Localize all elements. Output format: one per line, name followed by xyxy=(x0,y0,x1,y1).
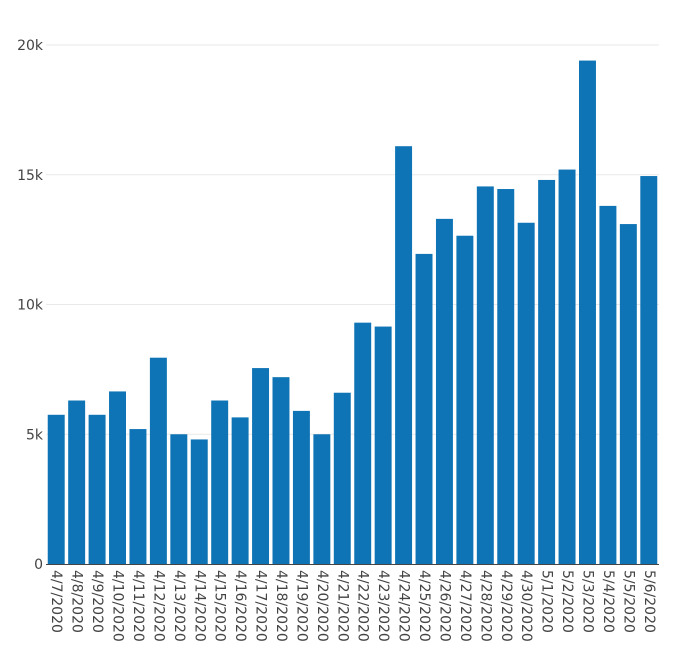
y-tick-label: 10k xyxy=(17,298,44,314)
grid-lines xyxy=(46,44,659,435)
x-tick-label: 4/15/2020 xyxy=(212,570,228,642)
x-tick-label: 5/3/2020 xyxy=(579,570,595,633)
x-tick-label: 4/9/2020 xyxy=(89,570,105,633)
x-tick-label: 4/27/2020 xyxy=(457,570,473,642)
x-tick-label: 4/12/2020 xyxy=(150,570,166,642)
x-tick-label: 4/8/2020 xyxy=(69,570,85,633)
y-tick-labels: 0 5k 10k 15k 20k xyxy=(17,38,44,573)
x-tick-label: 4/13/2020 xyxy=(171,570,187,642)
x-tick-labels: 4/7/2020 4/8/2020 4/9/2020 4/10/2020 4/11/20… xyxy=(48,570,657,642)
bar-4-15-2020[interactable] xyxy=(211,400,229,564)
bar-5-2-2020[interactable] xyxy=(558,169,576,564)
bar-4-28-2020[interactable] xyxy=(476,186,494,564)
x-tick-label: 5/6/2020 xyxy=(641,570,657,633)
x-tick-label: 5/4/2020 xyxy=(600,570,616,633)
x-tick-label: 4/20/2020 xyxy=(314,570,330,642)
bar-4-13-2020[interactable] xyxy=(170,434,188,564)
bar-4-9-2020[interactable] xyxy=(88,414,106,564)
x-tick-label: 4/22/2020 xyxy=(355,570,371,642)
x-tick-label: 4/17/2020 xyxy=(253,570,269,642)
x-tick-label: 4/26/2020 xyxy=(436,570,452,642)
bar-4-17-2020[interactable] xyxy=(252,368,270,564)
y-tick-label: 20k xyxy=(17,38,44,54)
bar-4-26-2020[interactable] xyxy=(435,218,453,564)
bar-4-21-2020[interactable] xyxy=(333,392,351,564)
x-tick-label: 4/23/2020 xyxy=(375,570,391,642)
bar-4-20-2020[interactable] xyxy=(313,434,331,564)
x-tick-label: 4/18/2020 xyxy=(273,570,289,642)
bar-4-18-2020[interactable] xyxy=(272,377,290,564)
bar-4-25-2020[interactable] xyxy=(415,253,433,564)
bar-4-23-2020[interactable] xyxy=(374,326,392,564)
bar-4-22-2020[interactable] xyxy=(354,322,372,564)
bar-4-10-2020[interactable] xyxy=(109,391,126,564)
bar-5-1-2020[interactable] xyxy=(538,179,556,564)
bar-4-19-2020[interactable] xyxy=(292,410,310,564)
bar-4-8-2020[interactable] xyxy=(68,400,86,564)
x-tick-label: 4/10/2020 xyxy=(110,570,126,642)
x-tick-label: 5/5/2020 xyxy=(620,570,636,633)
x-tick-label: 4/16/2020 xyxy=(232,570,248,642)
x-tick-label: 4/25/2020 xyxy=(416,570,432,642)
x-tick-label: 4/24/2020 xyxy=(396,570,412,642)
y-tick-label: 5k xyxy=(26,427,44,443)
x-tick-label: 4/14/2020 xyxy=(191,570,207,642)
x-tick-label: 5/2/2020 xyxy=(559,570,575,633)
bar-5-5-2020[interactable] xyxy=(619,224,637,564)
x-tick-label: 4/28/2020 xyxy=(477,570,493,642)
x-tick-label: 4/11/2020 xyxy=(130,570,146,642)
x-tick-label: 4/21/2020 xyxy=(334,570,350,642)
bars xyxy=(47,60,658,565)
x-tick-label: 4/29/2020 xyxy=(498,570,514,642)
x-tick-label: 4/30/2020 xyxy=(518,570,534,642)
bar-4-27-2020[interactable] xyxy=(456,235,474,565)
y-tick-label: 15k xyxy=(17,168,44,184)
bar-4-30-2020[interactable] xyxy=(517,222,535,564)
y-tick-label: 0 xyxy=(34,557,43,573)
bar-4-29-2020[interactable] xyxy=(497,189,515,564)
bar-4-16-2020[interactable] xyxy=(231,417,249,564)
bar-5-4-2020[interactable] xyxy=(599,205,617,564)
bar-5-6-2020[interactable] xyxy=(640,176,658,565)
bar-4-12-2020[interactable] xyxy=(149,357,167,564)
bar-5-3-2020[interactable] xyxy=(579,60,596,564)
bar-4-14-2020[interactable] xyxy=(190,439,208,564)
bar-4-11-2020[interactable] xyxy=(129,429,147,564)
x-tick-label: 5/1/2020 xyxy=(539,570,555,633)
x-tick-label: 4/19/2020 xyxy=(293,570,309,642)
bar-4-24-2020[interactable] xyxy=(395,146,413,564)
bar-4-7-2020[interactable] xyxy=(47,414,65,564)
x-tick-label: 4/7/2020 xyxy=(48,570,64,633)
